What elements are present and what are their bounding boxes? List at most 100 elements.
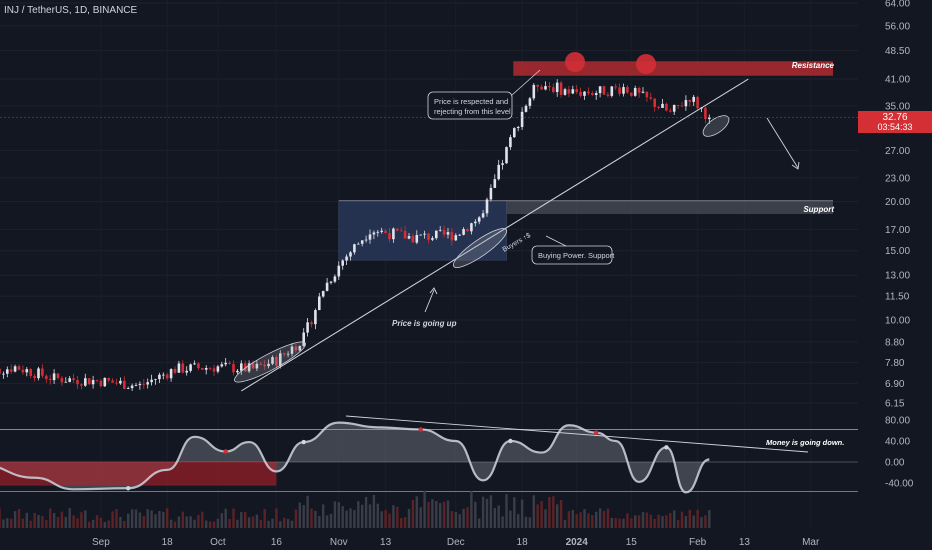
x-tick-label: 13	[380, 537, 392, 548]
money-label: Money is going down.	[766, 438, 844, 447]
candle-body	[684, 100, 688, 107]
candle-body	[80, 384, 83, 386]
respected-note-text: rejecting from this level.	[434, 107, 513, 116]
volume-bar	[575, 514, 578, 528]
volume-bar	[361, 504, 364, 528]
candle-body	[52, 373, 56, 381]
candle-body	[372, 232, 376, 235]
volume-bar	[21, 518, 25, 528]
candle-body	[505, 147, 508, 164]
candle-body	[481, 213, 485, 218]
candle-body	[360, 240, 364, 244]
volume-bar	[259, 520, 262, 528]
candle-body	[6, 369, 9, 374]
candle-body	[318, 296, 321, 311]
volume-bar	[333, 501, 337, 528]
candle-body	[641, 91, 645, 93]
volume-bar	[493, 507, 496, 528]
candle-body	[302, 332, 305, 347]
candle-body	[212, 368, 216, 372]
buying-note-box	[531, 245, 613, 265]
y-tick-label: 6.90	[885, 379, 905, 390]
candle-body	[314, 310, 317, 325]
volume-bar	[454, 511, 457, 528]
support-label: Support	[803, 205, 834, 214]
candle-body	[189, 364, 192, 371]
volume-bar	[700, 517, 703, 528]
volume-bar	[302, 505, 305, 528]
candle-body	[76, 380, 79, 385]
volume-bar	[107, 520, 110, 528]
candle-body	[216, 366, 220, 372]
candle-body	[544, 86, 547, 90]
volume-bar	[306, 495, 309, 528]
candle-body	[193, 363, 196, 365]
respected-note-text: Price is respected and	[434, 97, 508, 106]
candle-body	[123, 380, 126, 389]
candle-body	[9, 369, 13, 372]
candle-body	[415, 235, 419, 243]
volume-bar	[29, 520, 32, 528]
touch-ellipse	[234, 341, 306, 383]
x-tick-label: 16	[271, 537, 283, 548]
volume-bar	[676, 520, 680, 528]
candle-body	[279, 353, 282, 366]
volume-bar	[76, 518, 79, 528]
candle-body	[474, 221, 477, 224]
candle-body	[598, 86, 602, 94]
respected-leader	[511, 69, 541, 96]
candle-body	[626, 87, 629, 93]
candle-body	[552, 87, 555, 93]
candles	[0, 79, 711, 391]
last-price-tag	[858, 111, 932, 133]
volume-bar	[224, 508, 227, 528]
touch-ellipse	[452, 228, 508, 268]
candle-body	[509, 137, 512, 148]
volume-bar	[60, 511, 64, 528]
volume-bar	[602, 510, 606, 528]
candle-body	[181, 363, 185, 373]
volume-bar	[645, 512, 649, 528]
volume-bar	[509, 510, 512, 528]
volume-bar	[400, 518, 403, 528]
y-tick-label: 8.80	[885, 337, 905, 348]
candle-body	[33, 375, 36, 379]
candle-body	[692, 96, 695, 102]
candle-body	[450, 232, 454, 241]
volume-bar	[68, 508, 71, 528]
candle-body	[591, 93, 594, 95]
candle-body	[56, 373, 60, 379]
osc-dot	[594, 430, 599, 435]
x-tick-label: Nov	[330, 537, 348, 548]
candle-body	[477, 217, 481, 222]
volume-bar	[166, 508, 169, 528]
volume-bar	[158, 511, 161, 528]
volume-bar	[376, 503, 379, 528]
candle-body	[497, 164, 500, 180]
volume-bar	[95, 515, 99, 528]
candle-body	[111, 380, 114, 383]
candle-body	[610, 86, 614, 96]
volume-bar	[49, 508, 52, 528]
volume-bar	[232, 508, 235, 528]
volume-bar	[240, 512, 243, 528]
volume-bar	[208, 521, 212, 528]
candle-body	[72, 378, 75, 381]
volume-bar	[606, 508, 610, 528]
osc-area	[0, 422, 710, 493]
candle-body	[29, 369, 32, 376]
volume-bar	[286, 518, 290, 528]
volume-bar	[275, 508, 278, 528]
volume-bar	[501, 516, 504, 528]
volume-bar	[368, 504, 372, 528]
drawings	[234, 52, 800, 392]
candle-body	[606, 94, 610, 96]
candle-body	[41, 368, 44, 376]
candle-body	[470, 223, 473, 232]
volume-bar	[396, 506, 399, 528]
candle-body	[380, 230, 383, 232]
candle-body	[376, 231, 380, 233]
last-price-value: 32.76	[882, 112, 907, 123]
